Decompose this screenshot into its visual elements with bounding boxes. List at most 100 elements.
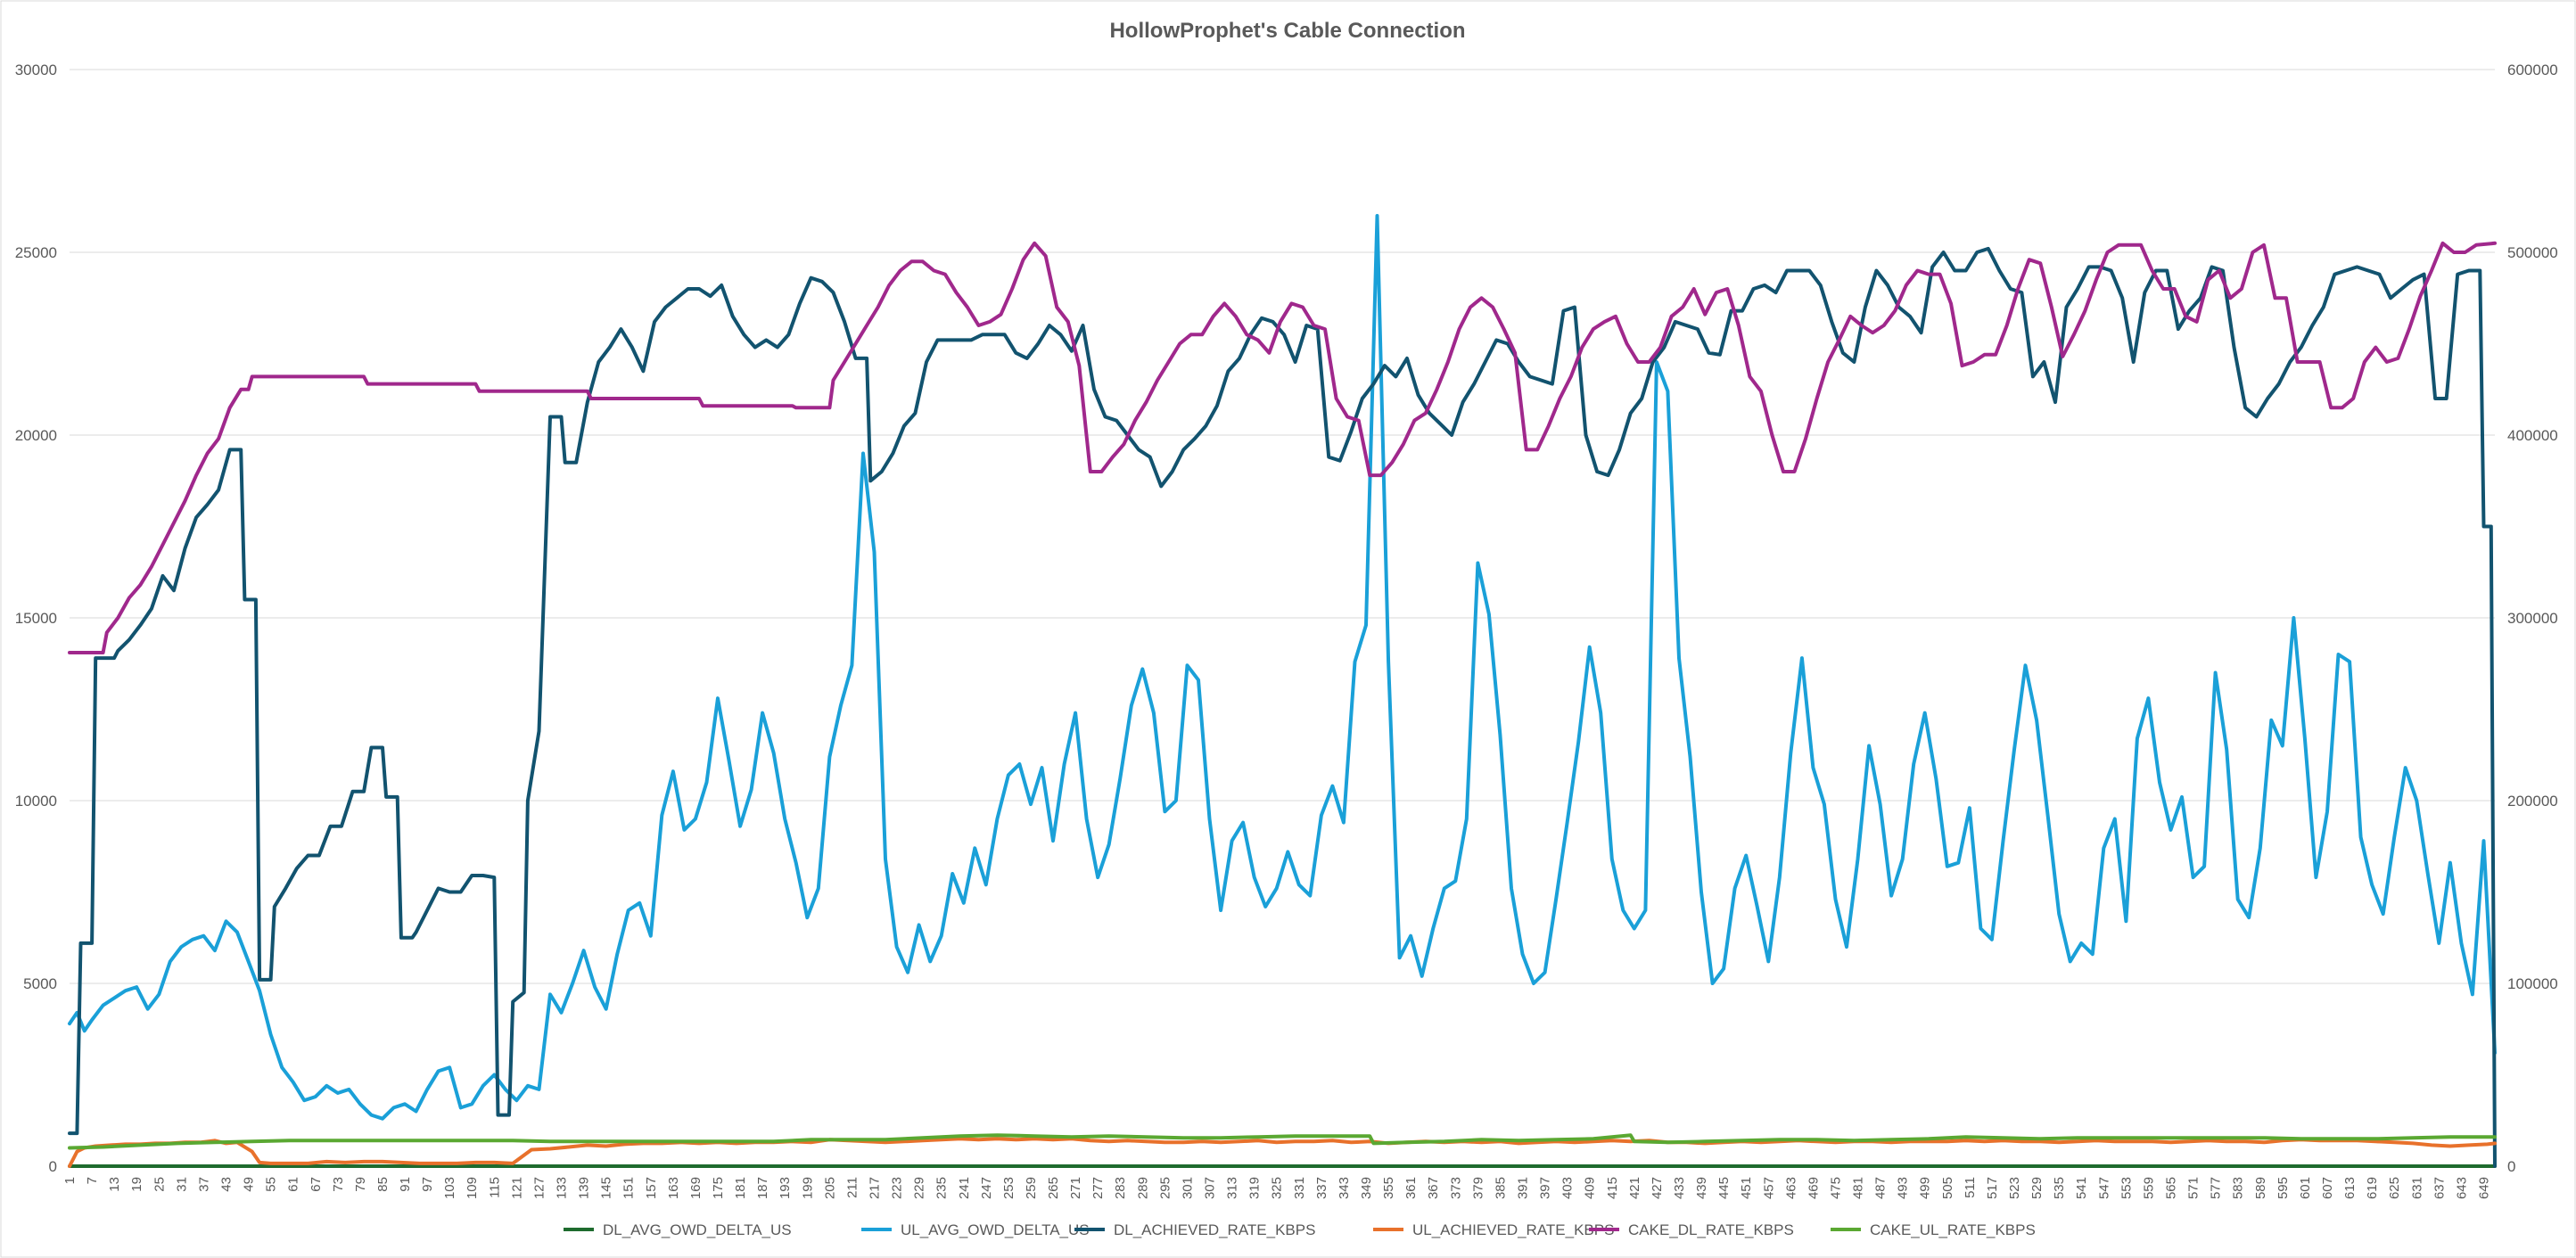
x-tick-label: 505 — [1940, 1177, 1955, 1199]
axes: 0 5000 10000 15000 20000 25000 30000 0 100000 200… — [15, 62, 2558, 1199]
x-tick-label: 523 — [2007, 1177, 2022, 1199]
x-tick-label: 463 — [1783, 1177, 1798, 1199]
x-tick-label: 619 — [2365, 1177, 2380, 1199]
x-tick-label: 421 — [1627, 1177, 1642, 1199]
series-line-ul-avg-owd-delta-us — [68, 214, 2497, 1121]
x-tick-label: 61 — [286, 1177, 301, 1192]
x-tick-label: 55 — [264, 1177, 279, 1192]
x-tick-label: 121 — [509, 1177, 524, 1199]
x-tick-label: 325 — [1270, 1177, 1285, 1199]
x-tick-label: 601 — [2298, 1177, 2313, 1199]
x-tick-label: 91 — [398, 1177, 413, 1192]
x-tick-label: 307 — [1203, 1177, 1218, 1199]
x-tick-label: 295 — [1157, 1177, 1173, 1199]
x-tick-label: 355 — [1381, 1177, 1396, 1199]
x-tick-label: 535 — [2052, 1177, 2067, 1199]
legend: DL_AVG_OWD_DELTA_US UL_AVG_OWD_DELTA_US DL… — [564, 1221, 2036, 1238]
y-right-tick-label: 100000 — [2507, 975, 2558, 992]
x-tick-label: 181 — [733, 1177, 748, 1199]
x-tick-label: 79 — [353, 1177, 368, 1192]
legend-label: CAKE_DL_RATE_KBPS — [1628, 1221, 1794, 1238]
series-line-cake-dl-rate-kbps — [68, 241, 2497, 654]
y-left-tick-label: 5000 — [23, 975, 57, 992]
x-tick-label: 139 — [577, 1177, 592, 1199]
y-right-tick-label: 600000 — [2507, 62, 2558, 78]
y-left-tick-label: 25000 — [15, 244, 57, 261]
x-tick-label: 109 — [465, 1177, 480, 1199]
x-tick-label: 643 — [2454, 1177, 2469, 1199]
plot-area — [68, 214, 2497, 1168]
x-tick-label: 577 — [2209, 1177, 2224, 1199]
series-line-ul-achieved-rate-kbps — [68, 1137, 2497, 1168]
x-tick-label: 253 — [1001, 1177, 1016, 1199]
x-tick-label: 97 — [420, 1177, 435, 1192]
x-tick-label: 367 — [1426, 1177, 1441, 1199]
x-tick-label: 511 — [1963, 1177, 1978, 1198]
x-tick-label: 475 — [1828, 1177, 1843, 1199]
legend-label: DL_AVG_OWD_DELTA_US — [603, 1221, 792, 1238]
x-tick-label: 385 — [1493, 1177, 1508, 1199]
x-tick-label: 517 — [1985, 1177, 2000, 1199]
x-tick-label: 133 — [555, 1177, 570, 1199]
y-left-tick-label: 0 — [49, 1158, 57, 1175]
x-tick-label: 571 — [2186, 1177, 2202, 1199]
x-tick-label: 7 — [85, 1177, 100, 1184]
x-tick-label: 277 — [1090, 1177, 1106, 1199]
x-tick-label: 631 — [2409, 1177, 2424, 1199]
x-tick-label: 313 — [1225, 1177, 1240, 1199]
x-tick-label: 415 — [1605, 1177, 1620, 1199]
legend-label: UL_AVG_OWD_DELTA_US — [901, 1221, 1090, 1238]
x-tick-label: 541 — [2074, 1177, 2089, 1199]
x-tick-label: 565 — [2163, 1177, 2178, 1199]
x-tick-label: 481 — [1851, 1177, 1866, 1199]
x-tick-label: 73 — [331, 1177, 346, 1192]
x-tick-label: 331 — [1292, 1177, 1307, 1199]
x-tick-label: 445 — [1716, 1177, 1732, 1199]
x-tick-label: 13 — [107, 1177, 122, 1192]
x-tick-label: 193 — [778, 1177, 793, 1199]
legend-label: DL_ACHIEVED_RATE_KBPS — [1114, 1221, 1315, 1238]
x-tick-label: 67 — [309, 1177, 324, 1192]
y-right-tick-label: 0 — [2507, 1158, 2515, 1175]
legend-label: CAKE_UL_RATE_KBPS — [1870, 1221, 2036, 1238]
x-tick-label: 115 — [487, 1177, 502, 1198]
x-tick-label: 229 — [912, 1177, 927, 1199]
y-left-tick-label: 10000 — [15, 793, 57, 810]
gridlines — [70, 69, 2495, 984]
x-tick-label: 637 — [2432, 1177, 2447, 1199]
x-tick-label: 211 — [844, 1177, 860, 1198]
x-tick-label: 379 — [1470, 1177, 1486, 1199]
x-tick-label: 103 — [442, 1177, 457, 1199]
x-tick-label: 649 — [2476, 1177, 2491, 1199]
y-left-tick-label: 15000 — [15, 610, 57, 627]
x-tick-label: 205 — [822, 1177, 837, 1199]
x-tick-label: 43 — [218, 1177, 234, 1192]
x-tick-label: 25 — [152, 1177, 167, 1192]
x-tick-label: 157 — [644, 1177, 659, 1199]
x-tick-label: 163 — [666, 1177, 681, 1199]
x-tick-label: 451 — [1739, 1177, 1754, 1199]
x-tick-label: 343 — [1337, 1177, 1352, 1199]
x-tick-label: 607 — [2320, 1177, 2335, 1199]
x-tick-label: 37 — [196, 1177, 211, 1192]
x-tick-label: 151 — [621, 1177, 637, 1199]
y-left-tick-label: 20000 — [15, 427, 57, 444]
x-tick-label: 235 — [934, 1177, 950, 1199]
x-tick-label: 349 — [1359, 1177, 1374, 1199]
y-right-tick-label: 400000 — [2507, 427, 2558, 444]
x-tick-label: 583 — [2231, 1177, 2246, 1199]
x-tick-label: 595 — [2276, 1177, 2291, 1199]
x-tick-label: 283 — [1113, 1177, 1128, 1199]
x-tick-label: 529 — [2029, 1177, 2045, 1199]
x-tick-label: 199 — [800, 1177, 815, 1199]
y-right-tick-label: 200000 — [2507, 793, 2558, 810]
y-left-tick-label: 30000 — [15, 62, 57, 78]
x-tick-label: 1 — [62, 1177, 78, 1184]
x-tick-label: 337 — [1314, 1177, 1329, 1199]
x-tick-label: 589 — [2253, 1177, 2268, 1199]
x-tick-label: 625 — [2387, 1177, 2402, 1199]
x-tick-label: 439 — [1694, 1177, 1709, 1199]
x-tick-label: 241 — [957, 1177, 972, 1199]
